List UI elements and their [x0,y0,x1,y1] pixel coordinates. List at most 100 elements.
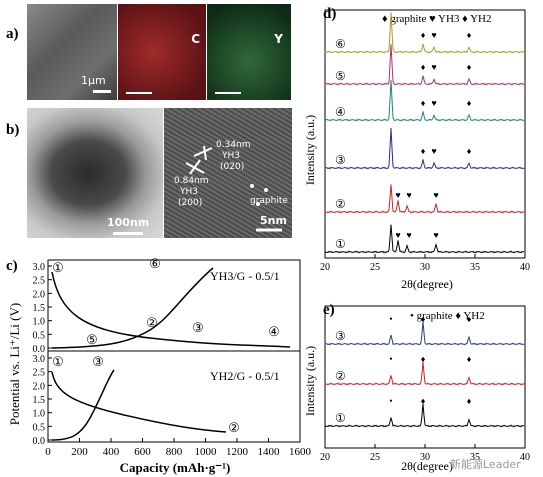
annotation-plane-2: (200) [178,198,203,208]
panel-c-label: c) [6,258,18,274]
chart-d-frame [324,9,526,259]
chart-e-xtick-label: 20 [320,452,330,463]
chart-d-trace-label: ② [335,197,346,211]
chart-e-peak-marker: • [389,314,392,324]
chart-e-xlabel: 2θ(degree) [401,459,453,473]
chart-d-peak-marker: ♦ [467,62,472,72]
chart-e-trace [324,403,525,428]
panel-b-label: b) [6,122,20,138]
chart-c-top-ytick-label: 2.5 [33,276,46,287]
chart-c-bottom-marker: ② [228,420,240,435]
chart-d-peak-marker: ♦ [467,98,472,108]
chart-c-bottom-marker: ① [52,354,64,369]
chart-e-ylabel: Intensity (a.u.) [303,346,317,416]
chart-d-peak-marker: ♦ [467,146,472,156]
chart-e-legend: • graphite ♦ YH2 [410,310,485,322]
chart-c-bottom-marker: ③ [92,354,104,369]
chart-e-peak-marker: ♦ [467,314,472,324]
chart-c-top-title: YH3/G - 0.5/1 [210,269,280,283]
sem-scalebar-label: 1μm [81,74,106,87]
annotation-d-spacing-1: 0.34nm [216,140,251,150]
chart-e-xtick-label: 30 [420,452,430,463]
chart-d-trace-label: ③ [335,153,346,167]
chart-d-ylabel: Intensity (a.u.) [303,115,317,185]
chart-c-ylabel: Potential vs. Li⁺/Li (V) [7,303,22,425]
chart-c-xtick-label: 1600 [289,446,312,458]
chart-d-peak-marker: ♥ [431,98,436,108]
chart-d-peak-marker: ♦ [421,146,426,156]
chart-e-peak-marker: ♦ [467,354,472,364]
chart-d: ♦ graphite ♥ YH3 ♦ YH2 Intensity (a.u.) … [303,9,530,291]
chart-e-xtick-label: 40 [520,452,530,463]
chart-e-trace-label: ② [335,369,346,383]
chart-c-top-ytick-label: 3.0 [33,262,46,273]
chart-c-top-marker: ③ [192,320,204,335]
chart-c-xtick-label: 600 [134,446,151,458]
chart-c-bottom-title: YH2/G - 0.5/1 [210,369,280,383]
chart-d-peak-marker: ♥ [406,230,411,240]
chart-d-legend: ♦ graphite ♥ YH3 ♦ YH2 [382,13,492,25]
chart-c-xtick-label: 800 [166,446,183,458]
chart-d-trace-label: ④ [335,105,346,119]
chart-e-trace [324,361,525,386]
yttrium-map: Y [207,4,291,100]
chart-d-xtick-label: 25 [370,262,380,273]
chart-e-trace-label: ① [335,411,346,425]
chart-d-trace [324,224,525,254]
chart-d-xtick-label: 20 [320,262,330,273]
hrtem-scalebar-label: 5nm [260,214,287,227]
chart-d-peak-marker: ♥ [431,146,436,156]
chart-c-top-marker: ① [52,260,64,275]
chart-c-top-marker: ④ [268,324,280,339]
chart-d-peak-marker: ♦ [421,98,426,108]
bottom-discharge-curve [51,371,227,433]
chart-c-bottom-ytick-label: 1.5 [33,395,46,406]
chart-d-trace [324,44,525,86]
bottom-charge-curve [51,369,115,441]
chart-d-trace [324,127,525,170]
chart-c-xtick-label: 0 [45,446,51,458]
chart-c-top-marker: ② [146,315,158,330]
chart-c-top-marker: ⑤ [86,332,98,347]
chart-c-top-marker: ⑥ [149,256,161,271]
chart-d-peak-marker: ♦ [421,62,426,72]
chart-d-trace-label: ⑥ [335,37,346,51]
chart-e-peak-marker: ♦ [467,396,472,406]
chart-e-peak-marker: ♦ [421,354,426,364]
annotation-phase-1: YH3 [222,151,240,161]
chart-e-peak-marker: • [389,396,392,406]
chart-c-xtick-label: 1400 [258,446,281,458]
chart-c-xtick-label: 1000 [195,446,218,458]
chart-e: • graphite ♦ YH2 Intensity (a.u.) 2θ(deg… [303,305,530,473]
chart-d-trace [324,12,525,54]
chart-d-trace [324,184,525,214]
chart-c-bottom-ytick-label: 0.0 [33,436,46,447]
chart-d-peak-marker: ♥ [406,190,411,200]
chart-d-peak-marker: ♦ [421,30,426,40]
chart-d-xlabel: 2θ(degree) [401,277,453,291]
chart-c-top-ytick-label: 2.0 [33,289,46,300]
annotation-graphite: graphite [250,196,288,206]
tem-scalebar-label: 100nm [107,216,150,229]
chart-d-peak-marker: ♥ [433,190,438,200]
chart-c-bottom-ytick-label: 3.0 [33,354,46,365]
chart-e-peak-marker: ♦ [421,396,426,406]
chart-e-trace [324,321,525,346]
sem-image: 1μm [27,4,117,100]
chart-c-bottom-ytick-label: 0.5 [33,422,46,433]
panel-a-label: a) [6,26,19,42]
chart-d-peak-marker: ♥ [433,230,438,240]
annotation-plane-1: (020) [220,162,245,172]
chart-c-top-ytick-label: 1.5 [33,303,46,314]
chart-d-peak-marker: ♦ [467,30,472,40]
chart-c-top-ytick-label: 0.0 [33,344,46,355]
chart-c-bottom-ytick-label: 2.0 [33,381,46,392]
chart-c-xtick-label: 200 [71,446,88,458]
annotation-phase-2: YH3 [180,187,198,197]
yttrium-map-label: Y [274,32,283,46]
chart-c-xlabel: Capacity (mAh·g⁻¹) [120,460,231,475]
chart-e-xtick-label: 35 [470,452,480,463]
chart-c: 0 200 400 600 800 1000 1200 1400 1600 0.0 0.5 1.0 1.… [7,256,312,475]
chart-d-peak-marker: ♥ [395,230,400,240]
chart-c-bottom-ytick-label: 2.5 [33,368,46,379]
